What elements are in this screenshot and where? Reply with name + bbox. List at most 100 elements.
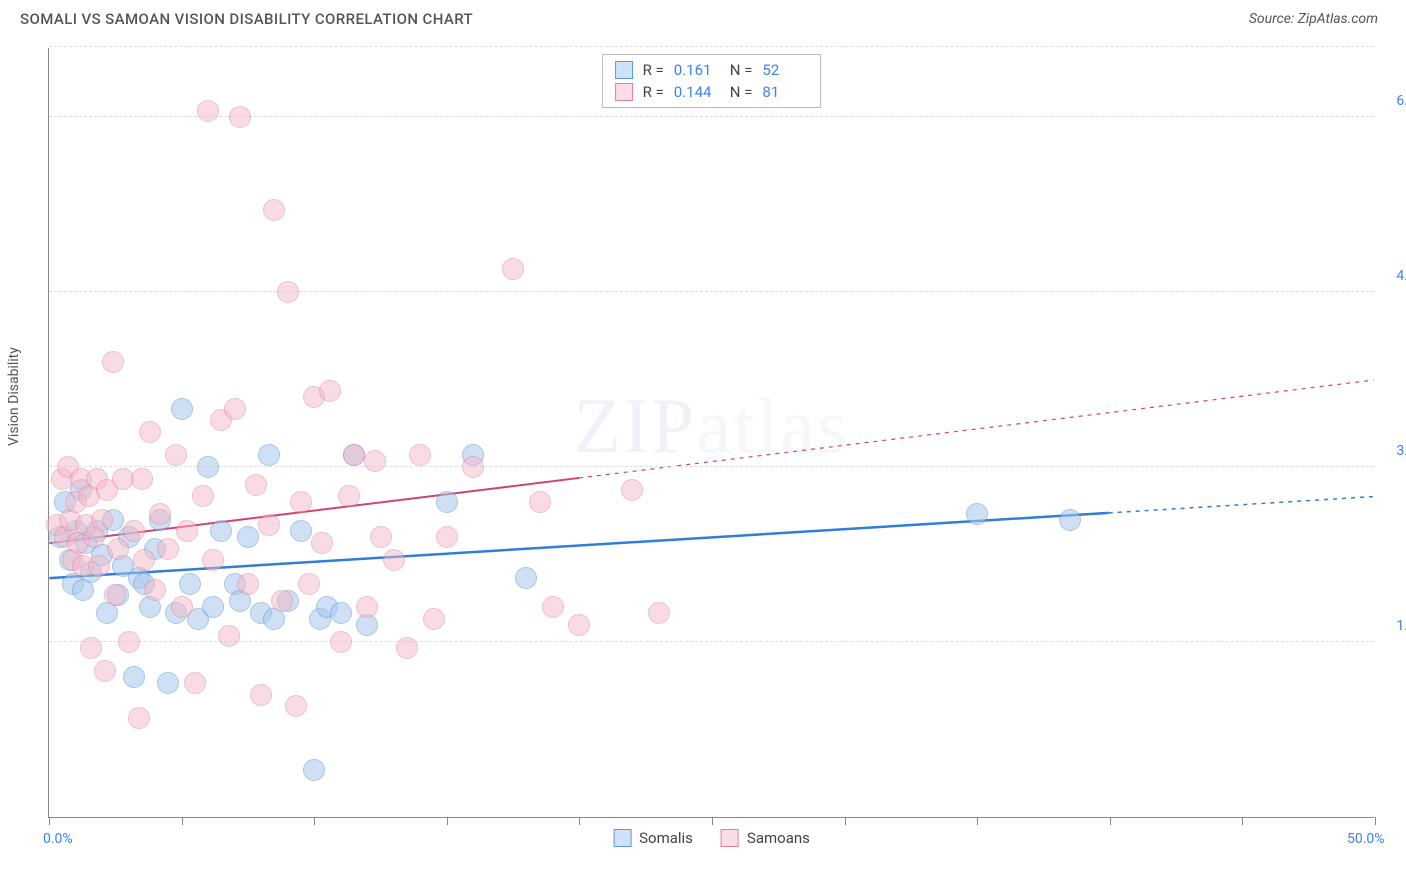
data-point xyxy=(330,631,352,653)
data-point xyxy=(515,567,537,589)
data-point xyxy=(123,666,145,688)
x-tick xyxy=(712,817,713,825)
data-point xyxy=(258,444,280,466)
data-point xyxy=(171,596,193,618)
x-tick xyxy=(1375,817,1376,825)
swatch-icon xyxy=(615,83,633,101)
data-point xyxy=(263,199,285,221)
data-point xyxy=(91,509,113,531)
data-point xyxy=(118,631,140,653)
chart-title: SOMALI VS SAMOAN VISION DISABILITY CORRE… xyxy=(20,10,473,28)
data-point xyxy=(311,532,333,554)
x-tick-label: 0.0% xyxy=(43,831,73,847)
data-point xyxy=(285,695,307,717)
data-point xyxy=(364,450,386,472)
data-point xyxy=(165,444,187,466)
data-point xyxy=(330,602,352,624)
data-point xyxy=(258,514,280,536)
data-point xyxy=(271,590,293,612)
data-point xyxy=(290,520,312,542)
x-tick xyxy=(182,817,183,825)
data-point xyxy=(1059,509,1081,531)
legend-label: Samoans xyxy=(747,829,810,847)
data-point xyxy=(128,707,150,729)
swatch-icon xyxy=(613,829,631,847)
y-axis-title: Vision Disability xyxy=(6,347,22,446)
data-point xyxy=(298,573,320,595)
data-point xyxy=(436,491,458,513)
data-point xyxy=(409,444,431,466)
r-label: R = xyxy=(643,83,664,101)
data-point xyxy=(423,608,445,630)
stats-legend: R =0.161N =52R =0.144N =81 xyxy=(602,54,822,108)
data-point xyxy=(179,573,201,595)
data-point xyxy=(157,672,179,694)
trend-lines xyxy=(49,48,1374,817)
data-point xyxy=(80,637,102,659)
r-value: 0.161 xyxy=(674,61,720,79)
data-point xyxy=(144,579,166,601)
data-point xyxy=(568,614,590,636)
n-value: 52 xyxy=(762,61,808,79)
data-point xyxy=(290,491,312,513)
gridline xyxy=(49,466,1374,467)
data-point xyxy=(197,100,219,122)
data-point xyxy=(343,444,365,466)
x-tick xyxy=(447,817,448,825)
y-tick-label: 4.5% xyxy=(1396,268,1406,284)
x-tick xyxy=(977,817,978,825)
x-tick xyxy=(1110,817,1111,825)
swatch-icon xyxy=(615,61,633,79)
data-point xyxy=(149,503,171,525)
legend-item: Samoans xyxy=(721,829,810,847)
data-point xyxy=(157,538,179,560)
legend-label: Somalis xyxy=(639,829,693,847)
data-point xyxy=(202,596,224,618)
data-point xyxy=(462,456,484,478)
data-point xyxy=(319,380,341,402)
data-point xyxy=(396,637,418,659)
data-point xyxy=(237,573,259,595)
data-point xyxy=(966,503,988,525)
stats-row: R =0.144N =81 xyxy=(613,81,811,103)
data-point xyxy=(218,625,240,647)
x-tick xyxy=(49,817,50,825)
data-point xyxy=(303,759,325,781)
data-point xyxy=(237,526,259,548)
y-tick-label: 1.5% xyxy=(1396,618,1406,634)
data-point xyxy=(542,596,564,618)
data-point xyxy=(621,479,643,501)
swatch-icon xyxy=(721,829,739,847)
scatter-plot: ZIPatlas R =0.161N =52R =0.144N =81 Soma… xyxy=(48,48,1374,818)
data-point xyxy=(139,421,161,443)
data-point xyxy=(184,672,206,694)
data-point xyxy=(383,549,405,571)
data-point xyxy=(102,351,124,373)
data-point xyxy=(202,549,224,571)
data-point xyxy=(94,660,116,682)
gridline xyxy=(49,641,1374,642)
data-point xyxy=(502,258,524,280)
x-tick xyxy=(579,817,580,825)
data-point xyxy=(192,485,214,507)
data-point xyxy=(131,468,153,490)
source-label: Source: ZipAtlas.com xyxy=(1249,11,1378,27)
x-tick xyxy=(845,817,846,825)
data-point xyxy=(133,549,155,571)
data-point xyxy=(338,485,360,507)
data-point xyxy=(224,398,246,420)
n-value: 81 xyxy=(762,83,808,101)
data-point xyxy=(197,456,219,478)
n-label: N = xyxy=(730,61,753,79)
data-point xyxy=(104,584,126,606)
data-point xyxy=(229,106,251,128)
n-label: N = xyxy=(730,83,753,101)
data-point xyxy=(356,596,378,618)
data-point xyxy=(277,281,299,303)
legend-item: Somalis xyxy=(613,829,693,847)
data-point xyxy=(123,520,145,542)
data-point xyxy=(171,398,193,420)
gridline xyxy=(49,46,1374,47)
x-tick xyxy=(1242,817,1243,825)
data-point xyxy=(648,602,670,624)
